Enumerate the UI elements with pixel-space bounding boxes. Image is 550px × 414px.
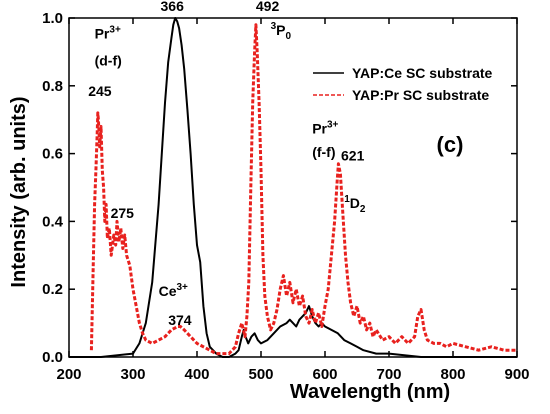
legend-label-ce: YAP:Ce SC substrate <box>352 65 493 81</box>
series-line-ce <box>69 17 517 358</box>
annotation-label: 245 <box>88 83 112 99</box>
legend: YAP:Ce SC substrate YAP:Pr SC substrate <box>313 65 493 103</box>
annotation-label: (d-f) <box>95 52 122 68</box>
x-tick-label: 700 <box>376 366 401 383</box>
y-tick-label: 0.8 <box>42 78 63 95</box>
annotation-label: 275 <box>111 205 135 221</box>
axes-frame <box>68 17 518 358</box>
series-group <box>69 17 517 358</box>
annotation-label: Ce3+ <box>159 282 188 299</box>
y-tick-label: 1.0 <box>42 10 63 27</box>
x-tick-label: 300 <box>120 366 145 383</box>
plot-frame <box>68 17 518 358</box>
ticks: 200 300 400 500 600 700 800 900 0.0 0.2 0.4 0.6 0.8 1… <box>42 10 529 383</box>
y-axis-title: Intensity (arb. units) <box>8 96 30 287</box>
annotation-label: Pr3+ <box>95 24 121 41</box>
panel-label: (c) <box>437 132 464 157</box>
annotations: Pr3+ (d-f) 245 275 366 Ce3+ 374 492 3P0 Pr3+ (f-f)… <box>88 0 366 328</box>
annotation-label: 621 <box>341 147 365 163</box>
y-tick-label: 0.4 <box>42 213 64 230</box>
annotation-label: 366 <box>161 0 185 14</box>
x-tick-label: 400 <box>184 366 209 383</box>
annotation-label: Pr3+ <box>312 119 338 136</box>
y-tick-label: 0.0 <box>42 349 63 366</box>
y-tick-label: 0.2 <box>42 281 63 298</box>
x-tick-label: 900 <box>504 366 529 383</box>
y-tick-label: 0.6 <box>42 146 63 163</box>
annotation-label: 3P0 <box>271 21 292 42</box>
x-tick-label: 600 <box>312 366 337 383</box>
annotation-label: (f-f) <box>312 144 335 160</box>
annotation-label: 374 <box>168 312 192 328</box>
legend-label-pr: YAP:Pr SC substrate <box>352 87 489 103</box>
annotation-label: 492 <box>256 0 280 14</box>
x-tick-label: 200 <box>56 366 81 383</box>
annotation-label: 1D2 <box>344 194 366 215</box>
x-tick-label: 500 <box>248 366 273 383</box>
x-axis-title: Wavelength (nm) <box>290 381 450 403</box>
series-line-pr <box>89 23 517 356</box>
x-tick-label: 800 <box>440 366 465 383</box>
